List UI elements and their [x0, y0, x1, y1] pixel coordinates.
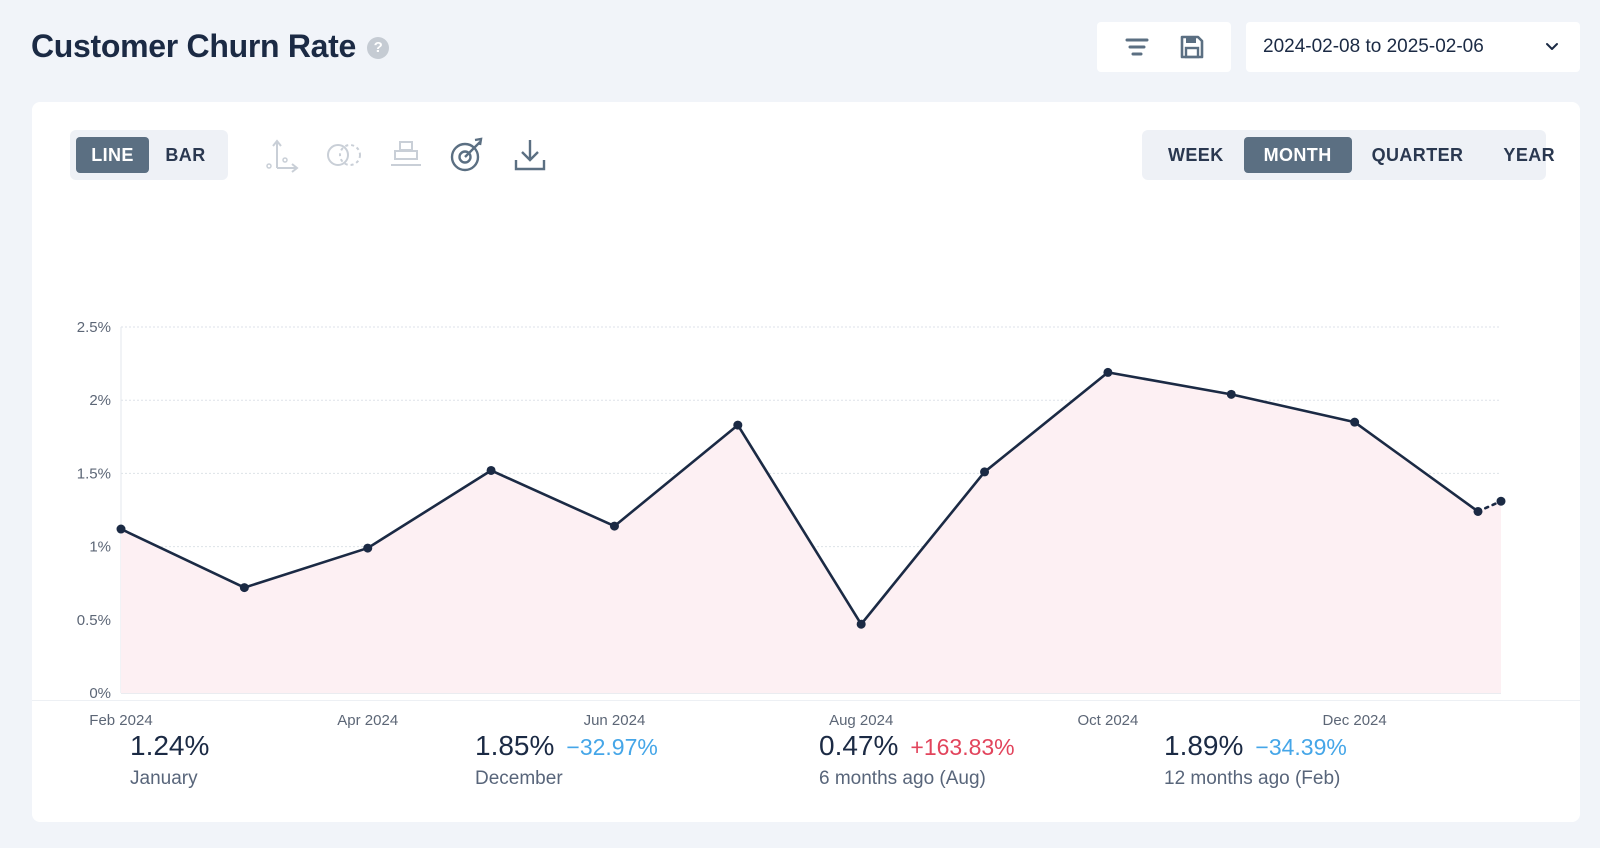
data-point [1226, 389, 1236, 399]
chart-type-line[interactable]: LINE [76, 137, 149, 173]
page-title-text: Customer Churn Rate [31, 28, 357, 64]
x-tick-label: Aug 2024 [829, 712, 893, 729]
filter-button[interactable] [1117, 27, 1157, 67]
compare-tool-button[interactable] [324, 135, 364, 175]
y-tick-label: 0% [89, 685, 111, 702]
chart-type-bar[interactable]: BAR [165, 144, 206, 165]
page-title: Customer Churn Rate ? [31, 28, 390, 65]
data-point [856, 619, 866, 629]
data-point [116, 524, 126, 534]
axis-arrows-icon [266, 139, 299, 173]
filter-lines-icon [1125, 38, 1148, 56]
period-quarter[interactable]: QUARTER [1371, 144, 1464, 165]
data-point [239, 583, 249, 593]
stat-label: 6 months ago (Aug) [819, 768, 986, 789]
y-tick-label: 2.5% [77, 319, 111, 336]
stat-change: +163.83% [910, 734, 1015, 760]
target-arrow-icon [450, 137, 483, 172]
data-point [486, 465, 496, 475]
data-point [1103, 367, 1113, 377]
stack-tool-button[interactable] [386, 135, 426, 175]
series-line [120, 371, 1479, 626]
date-range-select[interactable]: 2024-02-08 to 2025-02-06 [1246, 22, 1580, 72]
stat-change: −34.39% [1255, 734, 1347, 760]
y-tick-label: 1% [89, 539, 111, 556]
stat-label: December [475, 768, 563, 789]
date-range-value: 2024-02-08 to 2025-02-06 [1263, 36, 1484, 57]
chart-type-toggle: LINE BAR [70, 130, 228, 180]
stat-value: 1.89% [1164, 730, 1244, 761]
data-point [733, 420, 743, 430]
chart-card: LINE BAR [32, 102, 1580, 822]
axis-tool-button[interactable] [262, 135, 302, 175]
data-point [1473, 506, 1483, 516]
download-button[interactable] [510, 135, 550, 175]
save-button[interactable] [1172, 27, 1212, 67]
churn-line-chart: 0% 0.5% 1% 1.5% 2% 2.5% Feb 2024 Apr 2024 Jun 20… [77, 319, 1506, 729]
floppy-disk-icon [1180, 35, 1203, 59]
x-tick-label: Dec 2024 [1323, 712, 1387, 729]
data-point [609, 521, 619, 531]
help-icon[interactable]: ? [367, 36, 390, 59]
divider [32, 700, 1580, 701]
stack-layers-icon [391, 141, 421, 166]
stat-twelve-months-ago: 1.89% −34.39% 12 months ago (Feb) [1164, 730, 1347, 790]
overlap-circles-icon [327, 144, 361, 166]
stat-previous-month: 1.85% −32.97% December [475, 730, 658, 790]
x-tick-label: Apr 2024 [337, 712, 398, 729]
toolbar [1097, 22, 1231, 72]
x-tick-label: Feb 2024 [89, 712, 152, 729]
chart-tools [262, 132, 550, 178]
download-icon [514, 140, 546, 171]
y-tick-label: 0.5% [77, 612, 111, 629]
stat-six-months-ago: 0.47% +163.83% 6 months ago (Aug) [819, 730, 1015, 790]
data-point [1496, 496, 1506, 506]
period-week[interactable]: WEEK [1168, 144, 1224, 165]
y-tick-label: 1.5% [77, 465, 111, 482]
area-fill [121, 372, 1501, 693]
stat-label: January [130, 768, 198, 789]
stat-label: 12 months ago (Feb) [1164, 768, 1341, 789]
period-month[interactable]: MONTH [1243, 137, 1352, 173]
stat-value: 1.24% [130, 730, 210, 761]
data-point [1350, 417, 1360, 427]
data-point [980, 467, 990, 477]
period-toggle: WEEK MONTH QUARTER YEAR [1142, 130, 1555, 180]
y-tick-label: 2% [89, 392, 111, 409]
chevron-down-icon [1546, 43, 1558, 50]
data-point [363, 543, 373, 553]
stat-current: 1.24% January [130, 730, 209, 790]
stat-value: 1.85% [475, 730, 555, 761]
goal-tool-button[interactable] [448, 135, 488, 175]
stat-change: −32.97% [566, 734, 658, 760]
x-tick-label: Oct 2024 [1077, 712, 1138, 729]
period-year[interactable]: YEAR [1503, 144, 1556, 165]
x-tick-label: Jun 2024 [584, 712, 646, 729]
stat-value: 0.47% [819, 730, 899, 761]
